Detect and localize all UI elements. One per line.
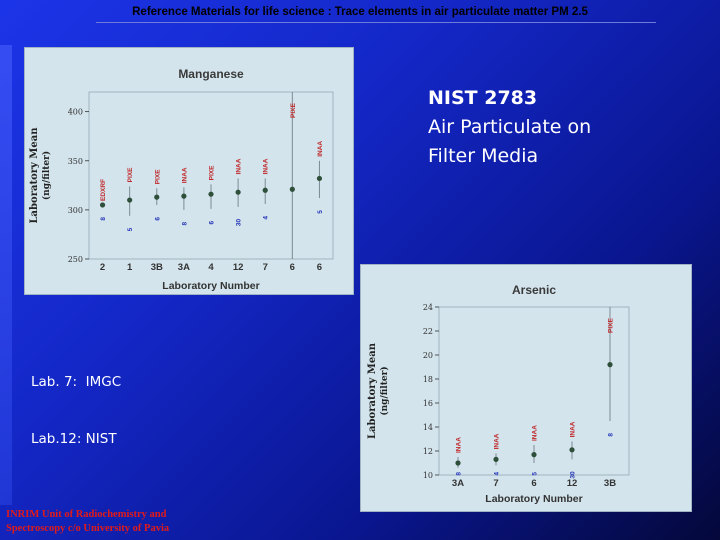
manganese-method-label: INAA <box>263 158 270 174</box>
arsenic-y-tick-label: 10 <box>423 471 433 480</box>
arsenic-y-tick-label: 14 <box>423 423 433 432</box>
arsenic-chart: Arsenic 10 12 14 16 18 20 22 24 Laboratory Mean (n… <box>367 283 630 505</box>
arsenic-chart-panel: Arsenic 10 12 14 16 18 20 22 24 Laboratory Mean (n… <box>360 264 692 512</box>
lab-legend: Lab. 7: IMGC Lab.12: NIST <box>31 335 121 468</box>
manganese-data-point <box>99 202 106 208</box>
arsenic-method-label: INAA <box>570 421 577 437</box>
arsenic-n-label: 30 <box>570 471 577 479</box>
arsenic-plot-frame <box>438 306 630 476</box>
manganese-x-tick-label: 3B <box>151 262 163 273</box>
manganese-plot-frame <box>88 91 334 260</box>
arsenic-method-label: INAA <box>494 433 501 449</box>
manganese-method-label: PIXE <box>127 167 134 182</box>
manganese-data-point <box>181 193 187 199</box>
manganese-y-axis-label: Laboratory Mean <box>29 127 40 224</box>
arsenic-n-label: 5 <box>532 472 539 476</box>
manganese-data-point <box>289 186 295 192</box>
manganese-n-label: 5 <box>127 227 134 231</box>
manganese-method-label: INAA <box>236 158 243 174</box>
manganese-x-axis-label: Laboratory Number <box>162 280 259 292</box>
arsenic-y-axis-unit: (ng/filter) <box>379 366 390 415</box>
manganese-x-tick-label: 1 <box>127 262 133 273</box>
manganese-method-label: INAA <box>317 141 324 157</box>
footer-line-1: INRIM Unit of Radiochemistry and <box>6 509 167 520</box>
manganese-x-tick-label: 2 <box>100 262 105 273</box>
arsenic-x-tick-label: 3A <box>452 478 464 489</box>
manganese-chart-title: Manganese <box>178 67 244 81</box>
manganese-chart-panel: Manganese 250 300 350 400 Laboratory Mean (ng/… <box>24 47 354 295</box>
manganese-y-tick-label: 350 <box>68 157 83 166</box>
manganese-x-tick-label: 6 <box>317 262 322 273</box>
left-accent-bar <box>0 45 12 505</box>
arsenic-x-tick-label: 12 <box>567 478 578 489</box>
manganese-data-point <box>208 191 214 197</box>
manganese-data-point <box>235 189 241 195</box>
manganese-n-label: 6 <box>209 221 216 225</box>
arsenic-y-tick-label: 12 <box>423 447 433 456</box>
manganese-x-tick-label: 4 <box>208 262 214 273</box>
arsenic-y-tick-label: 22 <box>423 327 433 336</box>
manganese-method-label: PIXE <box>209 165 216 180</box>
arsenic-y-tick-label: 16 <box>423 399 433 408</box>
manganese-y-tick-label: 400 <box>68 108 83 117</box>
arsenic-data-point <box>569 447 575 453</box>
manganese-x-tick-label: 6 <box>290 262 295 273</box>
manganese-n-label: 8 <box>100 217 107 221</box>
manganese-x-tick-label: 7 <box>263 262 268 273</box>
arsenic-data-point <box>455 460 461 466</box>
manganese-data-point <box>316 175 323 182</box>
arsenic-n-label: 8 <box>608 433 615 437</box>
manganese-n-label: 4 <box>263 216 270 220</box>
arsenic-data-point <box>493 456 499 462</box>
manganese-x-tick-label: 12 <box>233 262 244 273</box>
manganese-n-label: 5 <box>317 210 324 214</box>
manganese-n-label: 6 <box>154 217 161 221</box>
lab-legend-line-2: Lab.12: NIST <box>31 431 117 447</box>
manganese-method-label: INAA <box>181 167 188 183</box>
manganese-method-label: PIXE <box>154 169 161 184</box>
manganese-x-tick-label: 3A <box>178 262 190 273</box>
arsenic-method-label: PIXE <box>608 318 615 333</box>
arsenic-y-axis-label: Laboratory Mean <box>367 342 378 439</box>
manganese-n-label: 8 <box>181 222 188 226</box>
arsenic-x-tick-label: 3B <box>604 478 616 489</box>
arsenic-n-label: 4 <box>494 472 501 476</box>
arsenic-data-point <box>531 452 537 458</box>
slide-title: Reference Materials for life science : T… <box>132 6 588 18</box>
nist-line-2: Filter Media <box>428 145 539 167</box>
manganese-chart: Manganese 250 300 350 400 Laboratory Mean (ng/… <box>29 67 334 292</box>
lab-legend-line-1: Lab. 7: IMGC <box>31 374 122 390</box>
arsenic-chart-title: Arsenic <box>512 283 556 297</box>
manganese-method-label: PIXE <box>290 103 297 118</box>
arsenic-y-tick-label: 20 <box>423 351 433 360</box>
arsenic-x-axis-label: Laboratory Number <box>485 493 582 505</box>
footer-line-2: Spectroscopy c/o University of Pavia <box>6 523 170 534</box>
manganese-data-point <box>154 194 160 200</box>
nist-description: NIST 2783 Air Particulate on Filter Medi… <box>428 84 591 171</box>
manganese-method-label: EDXRF <box>100 179 107 201</box>
arsenic-y-tick-label: 24 <box>423 303 433 312</box>
arsenic-y-tick-label: 18 <box>423 375 433 384</box>
title-divider <box>96 22 656 23</box>
manganese-data-point <box>127 197 133 203</box>
nist-id: NIST 2783 <box>428 87 538 109</box>
arsenic-x-tick-label: 6 <box>531 478 536 489</box>
arsenic-data-point <box>607 362 613 368</box>
arsenic-method-label: INAA <box>456 437 463 453</box>
manganese-y-tick-label: 300 <box>68 206 83 215</box>
footer-institution: INRIM Unit of Radiochemistry and Spectro… <box>6 508 206 536</box>
manganese-n-label: 30 <box>236 219 243 227</box>
arsenic-method-label: INAA <box>532 425 539 441</box>
manganese-y-axis-unit: (ng/filter) <box>41 151 52 200</box>
nist-line-1: Air Particulate on <box>428 116 592 138</box>
arsenic-x-tick-label: 7 <box>493 478 498 489</box>
manganese-y-tick-label: 250 <box>68 255 83 264</box>
arsenic-n-label: 8 <box>456 472 463 476</box>
manganese-data-point <box>262 187 268 193</box>
